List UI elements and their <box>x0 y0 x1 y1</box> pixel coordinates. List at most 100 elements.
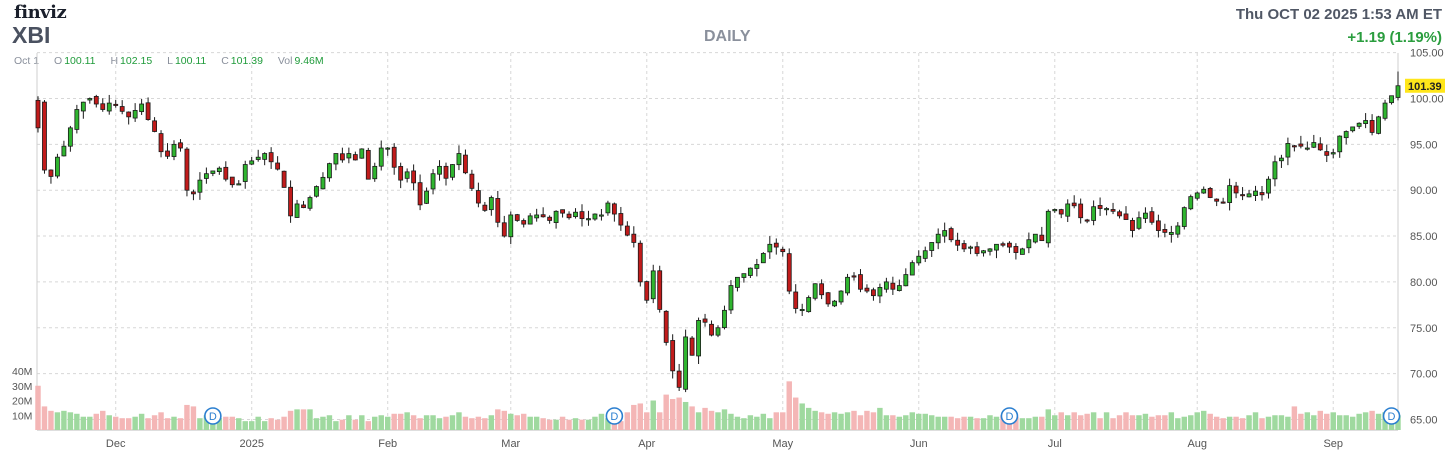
volume-bar <box>909 412 916 430</box>
volume-bar <box>313 418 320 430</box>
y-tick-label: 100.00 <box>1410 94 1444 106</box>
volume-bar <box>1220 418 1226 430</box>
candle-body <box>100 103 106 110</box>
candle-body <box>1026 239 1032 249</box>
candle-body <box>922 250 928 259</box>
volume-bar <box>1045 409 1052 430</box>
candle-body <box>281 170 287 188</box>
volume-bar <box>1311 415 1317 430</box>
candle-body <box>780 248 786 253</box>
candle-body <box>1136 217 1142 229</box>
volume-bar <box>1278 415 1285 430</box>
y-tick-label: 105.00 <box>1410 48 1444 60</box>
dividend-marker[interactable] <box>204 407 222 425</box>
candle-body <box>93 96 99 105</box>
candle-body <box>404 171 410 179</box>
candle-body <box>495 198 501 223</box>
candle-body <box>255 156 261 160</box>
candle-body <box>1350 126 1356 132</box>
candle-body <box>566 213 572 219</box>
x-tick-label: Aug <box>1187 438 1207 450</box>
candle-body <box>320 176 326 190</box>
ohlc-readout: Oct 1 O 100.11 H 102.15 L 100.11 C 101.39 Vo… <box>14 55 324 67</box>
price-change: +1.19 (1.19%) <box>1347 29 1442 46</box>
candle-body <box>210 170 216 174</box>
candle-body <box>702 318 708 323</box>
volume-bar <box>533 416 540 430</box>
volume-bar <box>404 412 410 430</box>
candle-body <box>618 213 624 226</box>
volume-bar <box>1291 406 1298 430</box>
datetime-label: Thu OCT 02 2025 1:53 AM ET <box>1235 6 1442 23</box>
volume-bar <box>1349 416 1356 430</box>
candle-body <box>430 173 436 190</box>
candle-body <box>773 242 779 248</box>
dividend-marker[interactable] <box>1000 407 1019 425</box>
candle-body <box>74 109 80 130</box>
candle-body <box>268 152 274 163</box>
candle-body <box>1214 198 1220 202</box>
candle-body <box>534 214 540 219</box>
volume-bar <box>831 412 838 430</box>
candle-body <box>1065 203 1071 217</box>
last-price-label: 101.39 <box>1408 81 1442 93</box>
candle-body <box>644 281 650 301</box>
candle-body <box>1356 122 1362 127</box>
candle-body <box>611 203 617 215</box>
volume-bar <box>294 409 300 430</box>
candle-body <box>948 228 954 241</box>
candle-body <box>547 216 553 221</box>
volume-bar <box>851 410 857 430</box>
volume-bar <box>469 418 475 430</box>
volume-bar <box>877 407 883 430</box>
volume-bar <box>365 421 372 430</box>
volume-bar <box>456 412 462 430</box>
candle-body <box>456 153 462 166</box>
y-tick-label: 90.00 <box>1410 185 1438 197</box>
volume-bar <box>754 416 760 430</box>
candle-body <box>599 214 604 217</box>
candle-body <box>514 214 520 221</box>
candle-body <box>145 102 151 120</box>
volume-bar <box>786 381 792 430</box>
volume-bar <box>572 418 579 430</box>
volume-bar <box>812 410 818 430</box>
candle-body <box>1389 95 1394 104</box>
volume-bar <box>255 416 261 430</box>
candle-body <box>48 169 54 177</box>
candle-body <box>896 285 902 292</box>
volume-bar <box>1129 415 1136 430</box>
volume-bar <box>35 385 41 430</box>
candle-body <box>42 101 47 171</box>
volume-bar <box>631 404 637 430</box>
dividend-marker[interactable] <box>1382 407 1401 425</box>
candle-body <box>521 220 527 225</box>
volume-bar <box>715 412 721 430</box>
y-tick-label: 85.00 <box>1410 231 1438 243</box>
candle-body <box>579 211 585 220</box>
volume-bar <box>190 406 197 430</box>
candle-body <box>372 165 378 180</box>
dividend-marker[interactable] <box>605 407 624 425</box>
candle-body <box>676 370 682 388</box>
candle-body <box>1337 135 1343 153</box>
candle-body <box>1104 208 1109 211</box>
high-label: H <box>110 55 119 67</box>
candle-body <box>152 120 157 132</box>
x-tick-label: Mar <box>501 438 520 450</box>
volume-bar <box>1239 418 1246 430</box>
volume-bar <box>112 416 119 430</box>
volume-bar <box>993 416 1000 430</box>
candle-body <box>709 323 714 336</box>
volume-bar <box>164 418 171 430</box>
candle-body <box>527 215 533 225</box>
candle-body <box>378 147 384 167</box>
volume-bar <box>922 413 928 430</box>
volume-bar <box>1032 416 1039 430</box>
dividend-marker-label: D <box>1388 411 1396 423</box>
volume-bar <box>1181 416 1188 430</box>
volume-bar <box>656 412 663 430</box>
volume-bar <box>268 418 274 430</box>
finviz-logo[interactable]: finviz <box>14 2 67 23</box>
